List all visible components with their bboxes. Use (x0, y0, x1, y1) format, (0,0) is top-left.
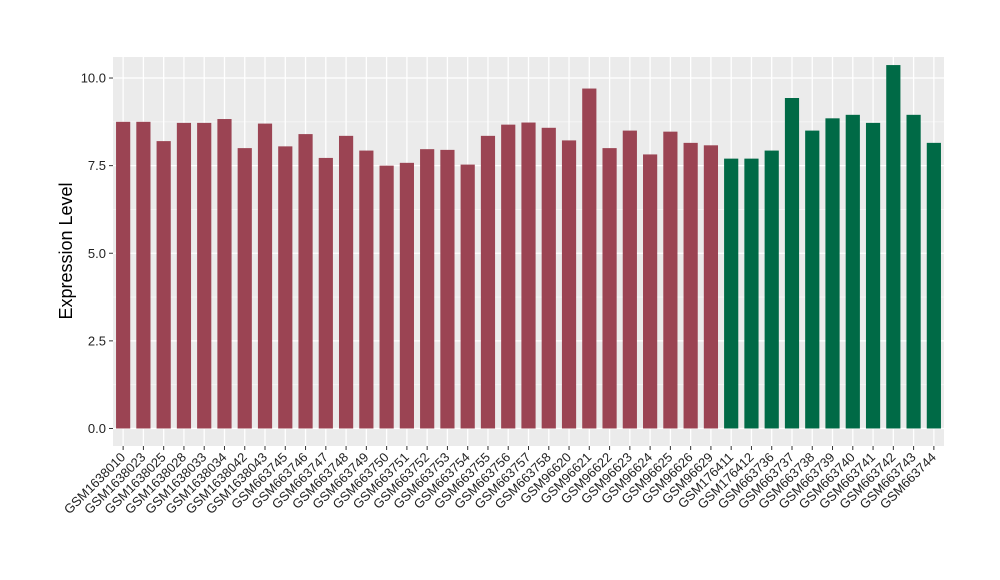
bar (136, 121, 151, 429)
bar (501, 124, 516, 429)
bar (217, 119, 232, 429)
y-tick-label: 10.0 (81, 71, 106, 86)
bar (338, 135, 354, 429)
bar (784, 98, 800, 429)
bar (602, 148, 617, 429)
bar (298, 134, 313, 429)
bar (156, 141, 171, 429)
bar (561, 140, 577, 429)
bar (906, 114, 921, 429)
bar (521, 122, 536, 429)
bar (805, 130, 820, 429)
bar (318, 157, 333, 429)
bar (237, 148, 252, 429)
bar (359, 150, 374, 429)
bar (399, 162, 414, 429)
bar (622, 130, 637, 429)
bar (683, 142, 698, 429)
bar (116, 121, 131, 429)
bar (886, 65, 901, 429)
bar (926, 142, 941, 429)
bar (643, 154, 658, 429)
bar (541, 127, 556, 429)
bar (744, 158, 759, 429)
bar (724, 158, 739, 429)
bar (825, 118, 840, 429)
bar (663, 131, 678, 429)
bar (278, 146, 293, 429)
bar (845, 114, 860, 429)
y-tick-label: 2.5 (88, 333, 106, 348)
bar (379, 165, 394, 429)
bar (582, 88, 597, 429)
y-tick-label: 5.0 (88, 246, 106, 261)
y-tick-label: 7.5 (88, 158, 106, 173)
bar (257, 123, 273, 429)
bar (764, 150, 779, 429)
bar (703, 145, 719, 429)
bar (460, 164, 475, 429)
bars (116, 65, 941, 429)
bar (420, 149, 435, 429)
bar (865, 122, 881, 429)
bar (440, 149, 455, 429)
x-axis: GSM1638010GSM1638023GSM1638025GSM1638028… (61, 446, 939, 517)
y-axis: 0.0 2.5 5.0 7.5 10.0 (81, 71, 113, 436)
bar (197, 122, 212, 429)
bar (176, 122, 192, 429)
y-tick-label: 0.0 (88, 421, 106, 436)
bar (480, 135, 496, 429)
y-axis-title: Expression Level (56, 182, 76, 319)
